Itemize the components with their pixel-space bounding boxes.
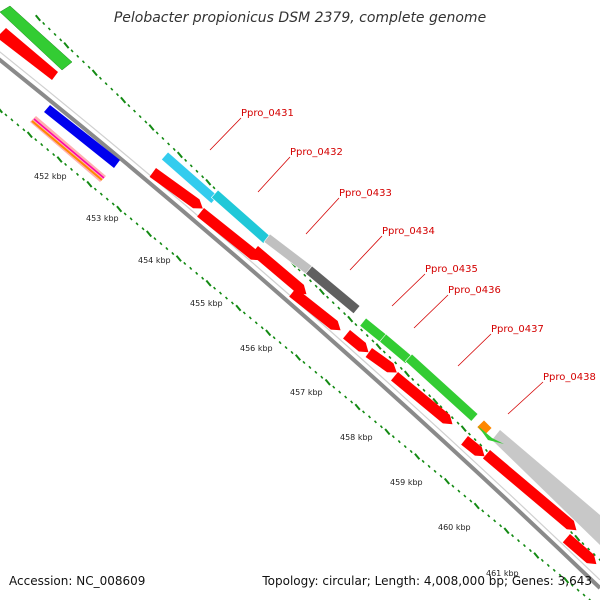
kbp-label: 453 kbp <box>86 214 119 223</box>
cds-arrow <box>482 450 577 531</box>
kbp-label: 459 kbp <box>390 478 423 487</box>
gene-leader-line <box>209 117 242 151</box>
feature-topleft-green <box>0 5 73 71</box>
gene-block-grey-right <box>492 430 600 545</box>
feature-topleft-red <box>0 28 58 80</box>
gene-label: Ppro_0435 <box>425 264 478 275</box>
backbone <box>0 51 600 590</box>
gene-leader-line <box>457 333 492 367</box>
cds-arrow <box>250 246 307 295</box>
kbp-label: 458 kbp <box>340 433 373 442</box>
kbp-label: 460 kbp <box>438 523 471 532</box>
gene-leader-line <box>257 156 291 193</box>
gene-leader-line <box>305 197 340 235</box>
tick-ring-inner <box>0 108 592 600</box>
kbp-label: 454 kbp <box>138 256 171 265</box>
cds-arrow <box>365 348 397 373</box>
gene-block-ppro-0436 <box>379 333 413 365</box>
gene-block-ppro-0431 <box>160 151 219 204</box>
kbp-label: 455 kbp <box>190 299 223 308</box>
gene-block-ppro-0437 <box>404 353 479 422</box>
cds-arrow <box>197 208 261 261</box>
cds-arrow <box>562 534 597 565</box>
accession-text: Accession: NC_008609 <box>9 574 146 588</box>
cds-arrow <box>461 436 485 457</box>
cds-arrow <box>149 168 203 209</box>
gene-block-ppro-0434 <box>305 265 361 315</box>
gene-label: Ppro_0434 <box>382 226 435 237</box>
kbp-label: 457 kbp <box>290 388 323 397</box>
feature-blue-band <box>44 105 120 168</box>
cds-arrow <box>343 330 369 353</box>
genome-summary-text: Topology: circular; Length: 4,008,000 bp… <box>262 574 592 588</box>
cds-arrow <box>289 288 341 331</box>
gene-label: Ppro_0433 <box>339 188 392 199</box>
map-title: Pelobacter propionicus DSM 2379, complet… <box>113 10 487 26</box>
gene-block-ppro-0432 <box>210 189 271 244</box>
kbp-label: 452 kbp <box>34 172 67 181</box>
gene-label: Ppro_0438 <box>543 372 596 383</box>
gene-label: Ppro_0431 <box>241 108 294 119</box>
gene-leader-line <box>507 381 544 415</box>
gene-leader-line <box>391 273 426 307</box>
feature-multicolor-band <box>30 116 106 182</box>
gene-label: Ppro_0436 <box>448 285 501 296</box>
gene-label: Ppro_0432 <box>290 147 343 158</box>
gene-block-green-small <box>478 426 504 444</box>
kbp-label: 461 kbp <box>486 569 519 578</box>
gene-leader-line <box>413 294 449 329</box>
cds-arrow <box>390 372 453 425</box>
kbp-label: 456 kbp <box>240 344 273 353</box>
gene-leader-line <box>349 235 383 271</box>
gene-label: Ppro_0437 <box>491 324 544 335</box>
